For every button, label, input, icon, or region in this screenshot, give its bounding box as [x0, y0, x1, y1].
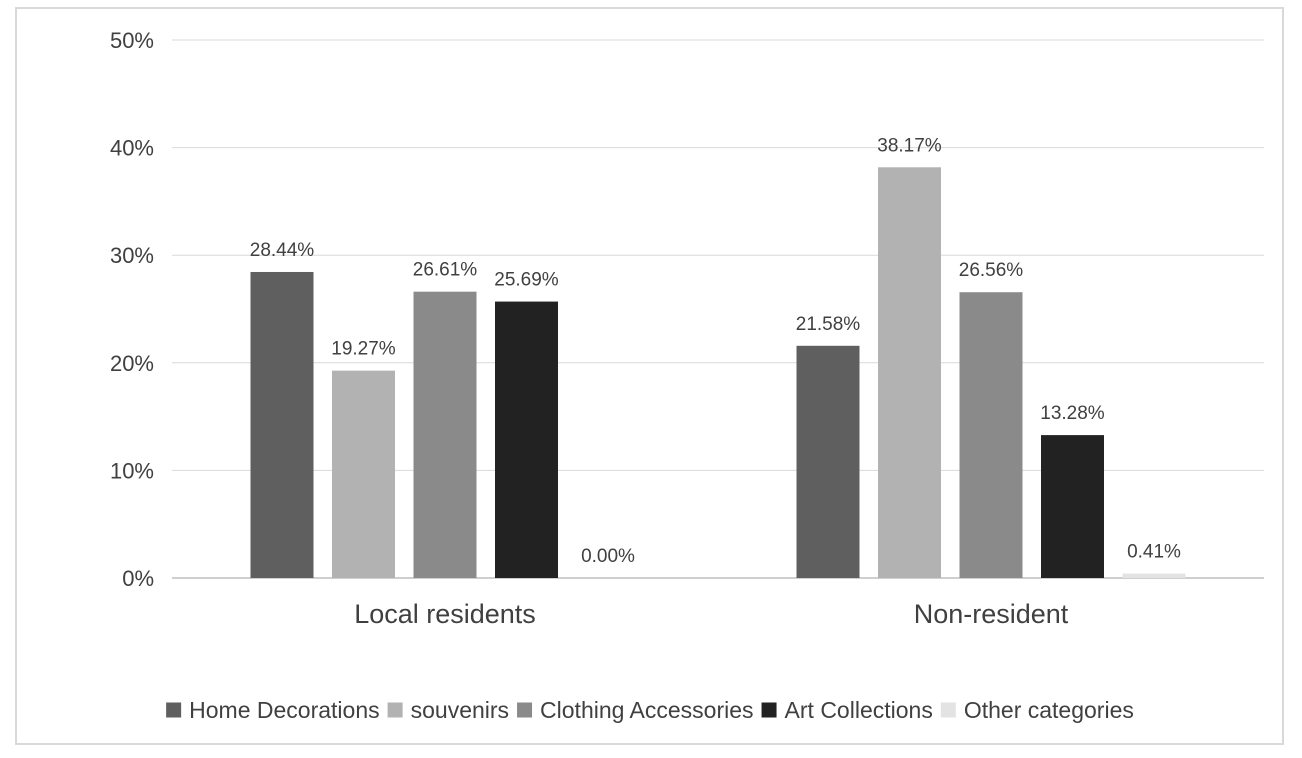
data-label: 0.00%: [581, 546, 635, 567]
y-tick-label: 50%: [110, 28, 154, 53]
data-label: 0.41%: [1127, 542, 1181, 563]
bar: [796, 345, 860, 578]
data-label: 26.56%: [959, 260, 1024, 281]
bar: [250, 271, 314, 578]
bar: [1041, 435, 1104, 578]
data-label: 38.17%: [877, 135, 942, 156]
data-label: 26.61%: [413, 260, 478, 281]
data-label: 28.44%: [250, 240, 315, 261]
y-tick-label: 40%: [110, 136, 154, 161]
legend-label: Clothing Accessories: [540, 697, 754, 723]
data-label: 19.27%: [331, 339, 396, 360]
legend-label: souvenirs: [411, 697, 509, 723]
bar: [959, 292, 1023, 578]
legend-label: Art Collections: [785, 697, 933, 723]
legend-swatch: [517, 702, 533, 718]
legend-swatch: [940, 702, 956, 718]
legend-label: Other categories: [964, 697, 1134, 723]
category-label: Local residents: [354, 599, 536, 629]
y-tick-label: 0%: [122, 566, 154, 591]
legend-swatch: [387, 702, 403, 718]
bar: [495, 301, 558, 578]
y-tick-label: 20%: [110, 351, 154, 376]
bar: [1122, 573, 1186, 578]
bar: [332, 370, 395, 578]
data-label: 25.69%: [494, 270, 559, 291]
category-label: Non-resident: [914, 599, 1069, 629]
data-label: 21.58%: [796, 314, 861, 335]
y-tick-label: 30%: [110, 243, 154, 268]
data-label: 13.28%: [1040, 403, 1105, 424]
bar: [413, 291, 477, 578]
legend-swatch: [166, 702, 182, 718]
legend-swatch: [761, 702, 777, 718]
bar: [878, 167, 941, 578]
legend-label: Home Decorations: [189, 697, 379, 723]
y-tick-label: 10%: [110, 458, 154, 483]
chart-frame: [15, 7, 1284, 745]
